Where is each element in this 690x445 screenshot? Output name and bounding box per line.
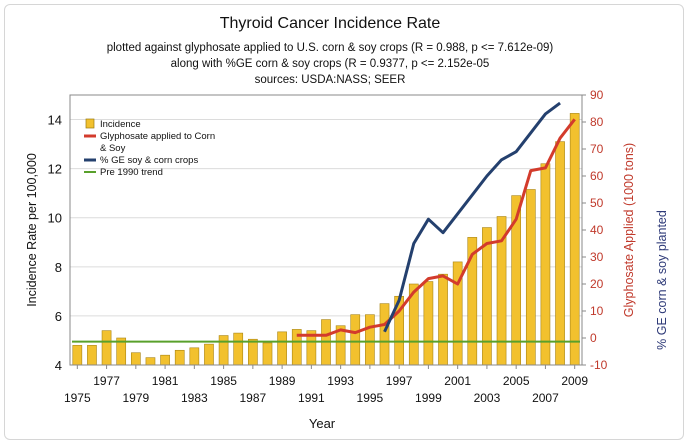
x-tick-label-top-2: 1985	[210, 374, 237, 388]
bar-1986	[233, 332, 244, 366]
legend-label-ge: % GE soy & corn crops	[100, 155, 198, 166]
x-tick-label-bottom-6: 1999	[415, 391, 442, 405]
x-tick-label-bottom-4: 1991	[298, 391, 325, 405]
x-tick-label-top-4: 1993	[327, 374, 354, 388]
y-left-tick-label-4: 12	[48, 162, 62, 177]
bar-1980	[145, 357, 156, 366]
bar-1988	[262, 342, 273, 366]
x-tick-label-bottom-5: 1995	[357, 391, 384, 405]
x-tick-label-top-1: 1981	[152, 374, 179, 388]
y-left-tick-label-1: 6	[55, 309, 62, 324]
bar-1996	[379, 303, 390, 366]
y-right-tick-label-8: 70	[590, 142, 604, 156]
x-tick-label-top-8: 2009	[561, 374, 588, 388]
bar-1984	[204, 343, 214, 366]
y-left-tick-label-5: 14	[48, 113, 62, 128]
y-right-tick-label-2: 10	[590, 304, 604, 318]
y-left-tick-label-0: 4	[55, 358, 62, 373]
bar-1983	[189, 347, 200, 366]
series-lines	[72, 101, 580, 343]
bar-2009	[569, 113, 580, 366]
line-glyphosate	[296, 118, 576, 337]
bar-2007	[540, 163, 551, 366]
y-right-tick-label-7: 60	[590, 169, 604, 183]
x-tick-label-bottom-3: 1987	[240, 391, 267, 405]
bar-1981	[160, 354, 170, 366]
bar-1989	[277, 331, 287, 366]
chart-subtitle-line-2: along with %GE corn & soy crops (R = 0.9…	[171, 58, 490, 70]
y-axis-label-left: Incidence Rate per 100,000	[25, 153, 39, 307]
x-tick-label-top-5: 1997	[386, 374, 413, 388]
right-axis-ticks: -10 0 10 20 30 40 50 60 70 80 90	[582, 88, 608, 372]
bar-1975	[72, 345, 83, 366]
legend-swatch-incidence	[85, 118, 95, 129]
bar-1999	[423, 281, 434, 366]
chart-subtitle-line-3: sources: USDA:NASS; SEER	[255, 74, 406, 86]
bar-2006	[525, 189, 536, 366]
y-right-tick-label-1: 0	[590, 331, 597, 345]
y-right-tick-label-6: 50	[590, 196, 604, 210]
legend-label-glyphosate: Glyphosate applied to Corn	[100, 131, 215, 142]
y-left-tick-label-3: 10	[48, 211, 62, 226]
chart-title: Thyroid Cancer Incidence Rate	[220, 15, 441, 32]
legend-label-trend: Pre 1990 trend	[100, 167, 163, 178]
y-axis-label-right-ge: % GE corn & soy planted	[655, 210, 669, 350]
chart-subtitle-line-1: plotted against glyphosate applied to U.…	[107, 42, 554, 54]
bar-1982	[174, 349, 185, 366]
bar-2003	[482, 227, 492, 366]
legend-label-glyphosate-cont: & Soy	[100, 143, 126, 154]
y-right-tick-label-10: 90	[590, 88, 604, 102]
bar-1987	[248, 338, 258, 366]
x-tick-label-bottom-8: 2007	[532, 391, 559, 405]
x-tick-label-bottom-2: 1983	[181, 391, 208, 405]
x-tick-label-top-3: 1989	[269, 374, 296, 388]
y-right-tick-label-3: 20	[590, 277, 604, 291]
line-ge-crops	[383, 101, 561, 333]
left-axis-ticks: 4 6 8 10 12 14	[48, 113, 62, 373]
x-tick-label-bottom-7: 2003	[474, 391, 501, 405]
y-right-tick-label-5: 40	[590, 223, 604, 237]
bar-1977	[101, 330, 112, 366]
bar-1976	[87, 345, 97, 366]
bar-1994	[350, 314, 361, 366]
legend-label-incidence: Incidence	[100, 119, 141, 130]
x-tick-label-bottom-0: 1975	[64, 391, 91, 405]
bar-1985	[218, 335, 229, 366]
bar-2000	[438, 273, 448, 366]
y-right-tick-label-0: -10	[590, 358, 608, 372]
x-axis-ticks: 1977 1981 1985 1989 1993 1997 2001 2005 2009 1975…	[64, 365, 588, 405]
x-tick-label-top-6: 2001	[444, 374, 471, 388]
x-axis-label: Year	[309, 416, 336, 431]
x-tick-label-top-7: 2005	[503, 374, 530, 388]
x-tick-label-top-0: 1977	[93, 374, 120, 388]
legend: Incidence Glyphosate applied to Corn & S…	[84, 118, 215, 178]
y-left-tick-label-2: 8	[55, 260, 62, 275]
x-tick-label-bottom-1: 1979	[122, 391, 149, 405]
bar-1979	[130, 352, 141, 366]
y-right-tick-label-4: 30	[590, 250, 604, 264]
bar-1995	[365, 314, 375, 366]
bar-2008	[555, 141, 565, 366]
y-right-tick-label-9: 80	[590, 115, 604, 129]
y-axis-label-right-glyphosate: Glyphosate Applied (1000 tons)	[622, 143, 636, 317]
